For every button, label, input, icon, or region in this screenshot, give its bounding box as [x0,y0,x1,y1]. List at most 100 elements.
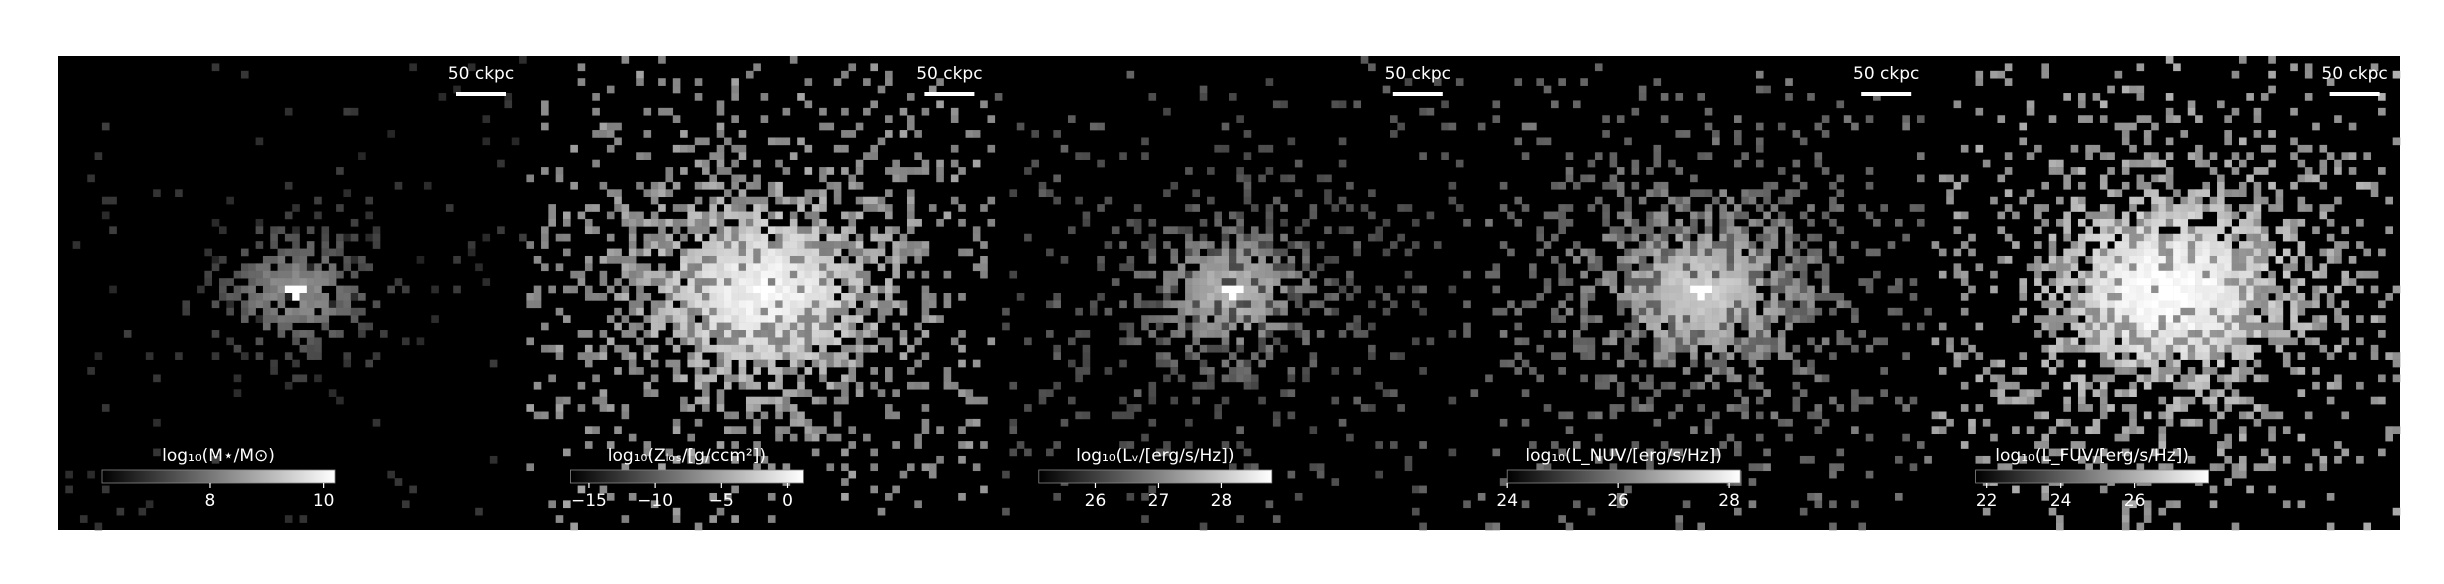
pixel [1250,315,1259,323]
pixel [738,174,747,183]
pixel [1199,218,1208,227]
pixel [606,85,615,94]
pixel [2121,352,2130,360]
pixel [2209,463,2218,472]
pixel [2180,352,2189,360]
pixel [899,307,908,316]
pixel [2129,263,2137,272]
pixel [1199,241,1208,249]
pixel [555,411,564,420]
pixel [2246,226,2254,235]
pixel [2143,241,2152,249]
pixel [292,307,300,316]
pixel [336,248,344,257]
pixel [2121,522,2130,531]
pixel [1668,381,1676,390]
pixel [804,100,813,109]
pixel [841,241,849,249]
pixel [358,307,366,316]
pixel [2260,167,2269,175]
pixel [1616,233,1625,242]
pixel [680,233,688,242]
pixel [577,270,586,279]
pixel [672,418,681,427]
pixel [2253,218,2262,227]
pixel [2143,115,2152,123]
pixel [2224,374,2232,383]
pixel [1536,137,1545,146]
pixel [826,315,835,323]
pixel [1865,470,1874,479]
pixel [1221,241,1230,249]
pixel [2378,300,2386,309]
pixel [248,263,256,272]
pixel [1551,441,1559,449]
pixel [292,374,300,383]
pixel [138,507,147,516]
pixel [2151,344,2159,353]
pixel [2114,433,2123,442]
pixel [1726,322,1735,331]
pixel [1536,233,1545,242]
pixel [519,233,527,242]
pixel [1499,359,1508,368]
pixel [599,293,608,301]
pixel [680,204,688,212]
pixel [1419,441,1427,449]
colorbar-label: log₁₀(L_NUV/[erg/s/Hz]) [1525,446,1722,466]
colorbar-tick-label: 28 [1718,491,1740,511]
pixel [2151,359,2159,368]
pixel [1770,315,1779,323]
pixel [731,233,739,242]
pixel [694,381,703,390]
pixel [716,404,725,412]
pixel [2121,167,2130,175]
pixel [797,278,805,286]
pixel [2260,226,2269,235]
pixel [2290,63,2298,72]
pixel [2048,315,2057,323]
pixel [1492,522,1501,531]
pixel [1250,374,1259,383]
pixel [1119,300,1127,309]
pixel [365,263,374,272]
pixel [680,144,688,153]
pixel [1895,285,1903,294]
pixel [1690,352,1698,360]
pixel [636,152,644,160]
pixel [2019,307,2028,316]
pixel [855,211,864,220]
pixel [2173,381,2181,390]
pixel [1280,285,1288,294]
pixel [2268,337,2276,346]
pixel [2034,330,2042,338]
pixel [2202,241,2211,249]
pixel [1126,322,1135,331]
pixel [672,218,681,227]
pixel [1053,174,1061,183]
pixel [841,211,849,220]
pixel [877,85,886,94]
pixel [1653,233,1662,242]
pixel [2077,330,2086,338]
pixel [1551,211,1559,220]
pixel [2319,315,2328,323]
pixel [1053,492,1061,501]
pixel [848,248,857,257]
pixel [1082,344,1091,353]
pixel [2238,315,2247,323]
pixel [848,130,857,138]
pixel [292,248,300,257]
pixel [1441,100,1449,109]
pixel [1353,367,1362,375]
pixel [1638,241,1647,249]
pixel [2209,263,2218,272]
pixel [855,315,864,323]
pixel [2231,344,2240,353]
pixel [767,359,776,368]
pixel [1141,300,1149,309]
pixel [1229,374,1237,383]
pixel [2136,426,2145,435]
pixel [855,381,864,390]
pixel [2099,248,2108,257]
